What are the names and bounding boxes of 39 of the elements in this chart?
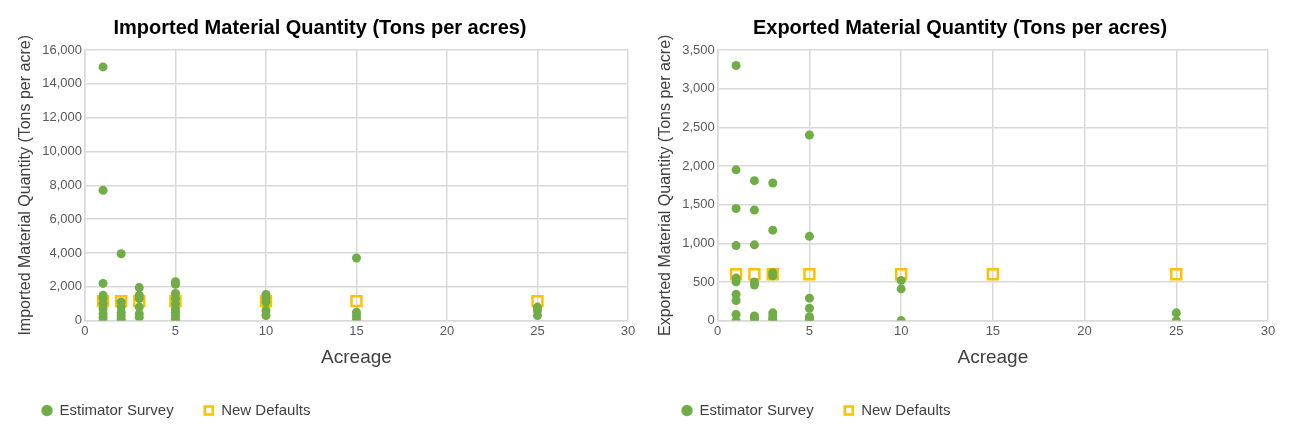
y-tick-label: 0 [707, 312, 715, 328]
y-tick-label: 16,000 [42, 41, 82, 57]
x-tick-label: 5 [171, 322, 180, 338]
y-tick-label: 6,000 [49, 210, 82, 226]
y-tick-label: 1,000 [682, 234, 715, 250]
x-tick-label: 5 [805, 322, 814, 338]
legend-label: New Defaults [861, 400, 951, 418]
x-tick-label: 15 [985, 322, 1001, 338]
y-tick-label: 12,000 [42, 109, 82, 125]
x-tick-label: 10 [893, 322, 909, 338]
y-tick-label: 3,500 [682, 41, 715, 57]
y-tick-label: 4,000 [49, 244, 82, 260]
legend-label: Estimator Survey [699, 400, 815, 418]
legend-label: Estimator Survey [59, 400, 175, 418]
x-tick-label: 30 [620, 322, 636, 338]
chart-title: Exported Material Quantity (Tons per acres) [752, 15, 1168, 38]
x-tick-label: 25 [1169, 322, 1184, 338]
y-tick-label: 10,000 [42, 143, 82, 159]
y-tick-label: 1,500 [682, 196, 715, 212]
y-tick-label: 2,500 [682, 118, 715, 134]
y-tick-label: 3,000 [682, 80, 715, 96]
y-tick-label: 8,000 [49, 176, 82, 192]
x-tick-label: 10 [258, 322, 274, 338]
y-tick-label: 14,000 [42, 75, 82, 91]
y-axis-title: Imported Material Quantity (Tons per acre) [16, 35, 34, 336]
x-tick-label: 25 [530, 322, 545, 338]
y-tick-label: 2,000 [682, 157, 715, 173]
x-tick-label: 30 [1260, 322, 1276, 338]
y-axis-title: Exported Material Quantity (Tons per acre) [656, 34, 674, 337]
x-axis-title: Acreage [957, 345, 1029, 367]
x-tick-label: 20 [1077, 322, 1092, 338]
y-tick-label: 2,000 [49, 278, 82, 294]
legend-label: New Defaults [221, 400, 311, 418]
x-tick-label: 20 [439, 322, 455, 338]
x-axis-title: Acreage [321, 345, 392, 367]
y-tick-label: 500 [693, 273, 715, 289]
y-tick-label: 0 [74, 312, 82, 328]
x-tick-label: 15 [349, 322, 364, 338]
chart-title: Imported Material Quantity (Tons per acres) [113, 15, 527, 38]
